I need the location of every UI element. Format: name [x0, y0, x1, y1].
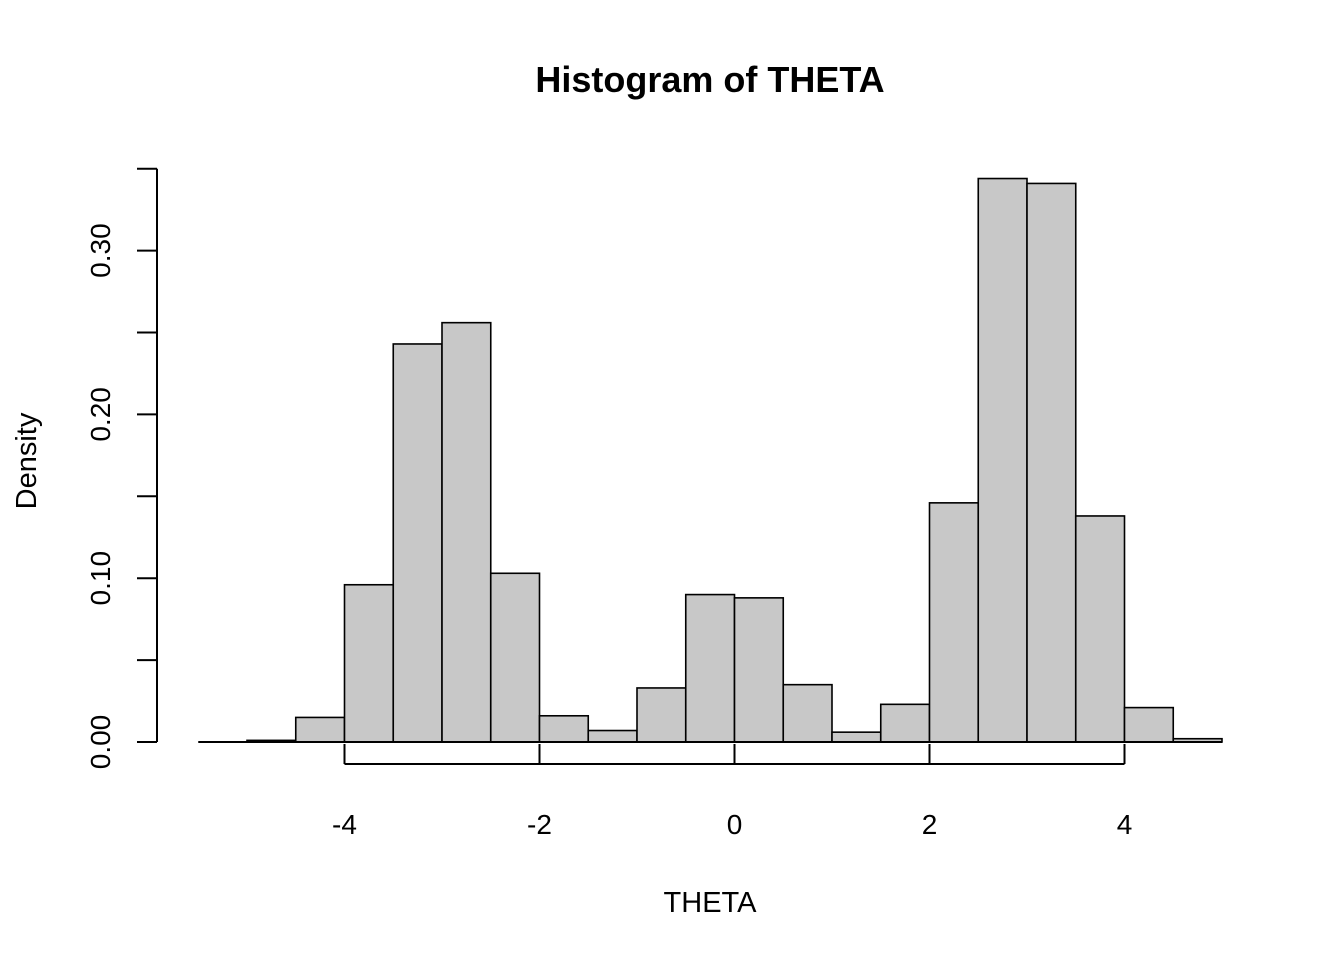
histogram-bar: [392, 343, 443, 743]
histogram-bar: [977, 177, 1028, 743]
histogram-bar: [782, 683, 833, 743]
y-axis-label: Density: [11, 412, 43, 509]
x-tick-label: 4: [1117, 809, 1133, 840]
histogram-bar: [1123, 706, 1175, 743]
histogram-bar: [587, 729, 638, 743]
histogram-bar: [636, 687, 687, 743]
x-axis: -4 -2 0 2 4: [332, 744, 1132, 840]
y-tick-label: 0.30: [85, 223, 116, 278]
histogram-bar: [684, 593, 736, 743]
histogram-bar: [733, 597, 785, 743]
x-axis-label: THETA: [664, 887, 758, 919]
histogram-bar: [489, 572, 541, 743]
histogram-bar: [1074, 515, 1126, 743]
x-tick-label: -4: [332, 809, 357, 840]
histogram-bar: [928, 502, 980, 743]
histogram-bar: [879, 703, 931, 743]
histogram-bar: [538, 714, 590, 743]
y-tick-label: 0.10: [85, 551, 116, 606]
histogram-bar: [441, 321, 492, 743]
x-tick-label: -2: [527, 809, 552, 840]
chart-title: Histogram of THETA: [535, 59, 884, 100]
x-tick-label: 2: [922, 809, 938, 840]
y-tick-label: 0.20: [85, 387, 116, 442]
x-tick-label: 0: [727, 809, 743, 840]
histogram-bar: [343, 583, 395, 743]
histogram-bar: [831, 731, 882, 743]
histogram-bar: [1026, 182, 1077, 743]
y-axis: 0.00 0.10 0.20 0.30: [85, 167, 158, 770]
histogram-bar: [294, 716, 346, 743]
y-tick-label: 0.00: [85, 715, 116, 770]
bars-group: [198, 177, 1223, 743]
